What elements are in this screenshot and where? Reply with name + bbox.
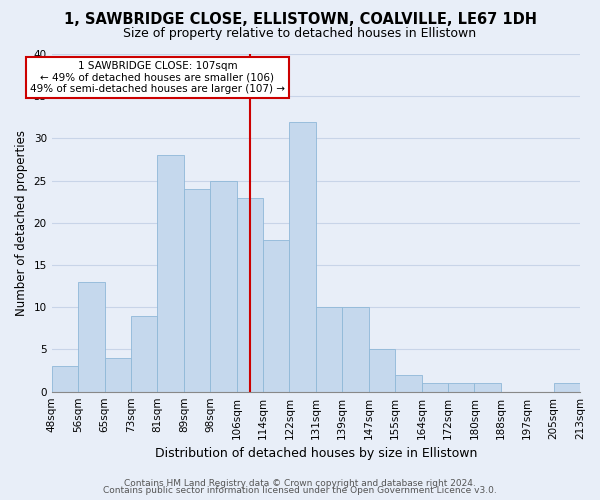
- Text: 1 SAWBRIDGE CLOSE: 107sqm
← 49% of detached houses are smaller (106)
49% of semi: 1 SAWBRIDGE CLOSE: 107sqm ← 49% of detac…: [30, 61, 285, 94]
- Bar: [475, 383, 501, 392]
- Bar: [52, 366, 78, 392]
- Text: Size of property relative to detached houses in Ellistown: Size of property relative to detached ho…: [124, 28, 476, 40]
- Text: Contains public sector information licensed under the Open Government Licence v3: Contains public sector information licen…: [103, 486, 497, 495]
- Bar: [554, 383, 580, 392]
- Bar: [78, 282, 104, 392]
- Bar: [184, 189, 210, 392]
- Bar: [342, 308, 368, 392]
- Bar: [131, 316, 157, 392]
- Bar: [289, 122, 316, 392]
- Text: Contains HM Land Registry data © Crown copyright and database right 2024.: Contains HM Land Registry data © Crown c…: [124, 478, 476, 488]
- Bar: [210, 180, 236, 392]
- Bar: [236, 198, 263, 392]
- Y-axis label: Number of detached properties: Number of detached properties: [15, 130, 28, 316]
- Text: 1, SAWBRIDGE CLOSE, ELLISTOWN, COALVILLE, LE67 1DH: 1, SAWBRIDGE CLOSE, ELLISTOWN, COALVILLE…: [64, 12, 536, 28]
- Bar: [448, 383, 475, 392]
- Bar: [263, 240, 289, 392]
- X-axis label: Distribution of detached houses by size in Ellistown: Distribution of detached houses by size …: [155, 447, 477, 460]
- Bar: [421, 383, 448, 392]
- Bar: [368, 350, 395, 392]
- Bar: [104, 358, 131, 392]
- Bar: [157, 156, 184, 392]
- Bar: [316, 308, 342, 392]
- Bar: [395, 375, 421, 392]
